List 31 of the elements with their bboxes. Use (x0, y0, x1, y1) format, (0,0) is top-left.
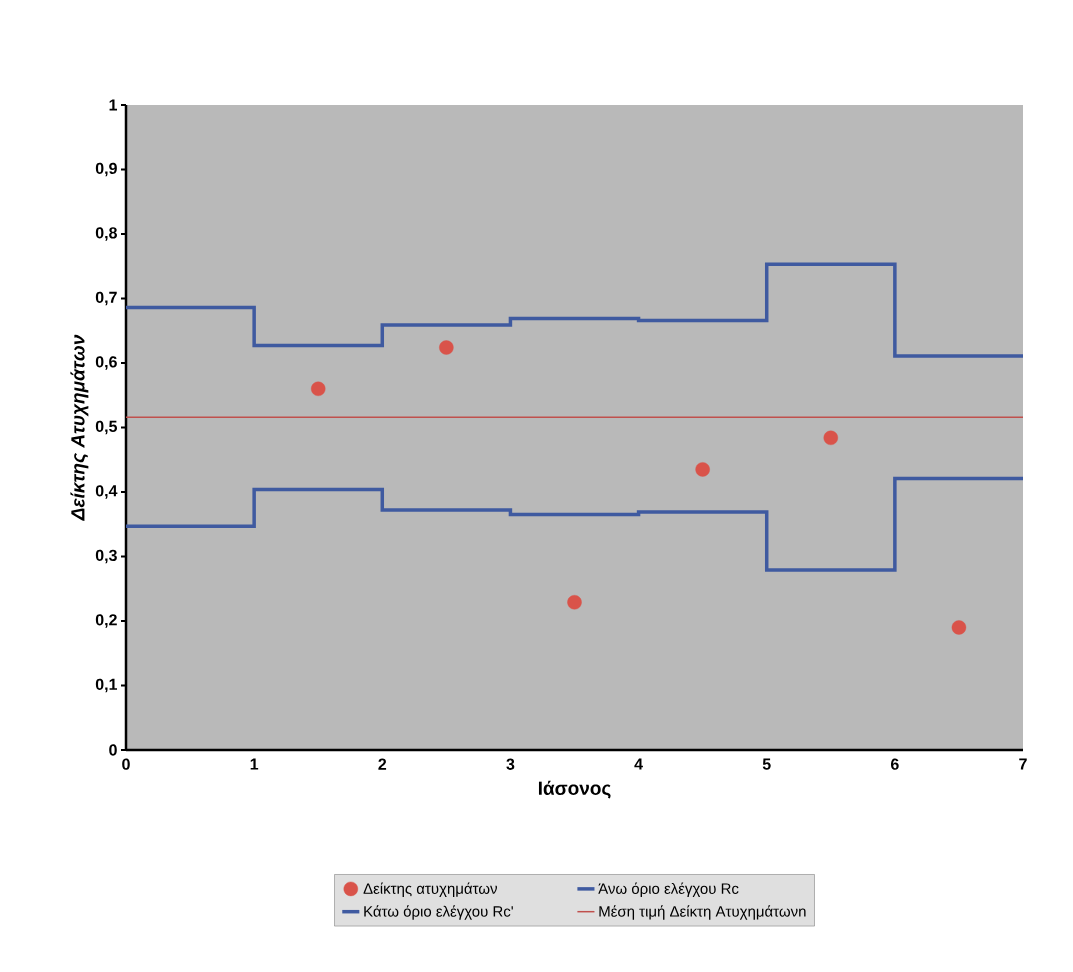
y-tick-label: 1 (109, 99, 118, 111)
x-tick-label: 4 (634, 758, 643, 770)
legend-label: Κάτω όριο ελέγχου Rc' (364, 905, 513, 920)
x-tick-label: 5 (762, 758, 771, 770)
x-tick-label: 3 (506, 758, 515, 770)
y-tick-label: 0,5 (95, 420, 118, 435)
y-tick-label: 0 (109, 744, 117, 756)
point (695, 462, 710, 477)
x-axis-title: Ιάσονος (538, 780, 611, 799)
legend-label: Μέση τιμή Δείκτη Ατυχημάτωνn (599, 905, 806, 920)
y-tick-label: 0,7 (95, 291, 117, 306)
y-tick-label: 0,6 (95, 356, 117, 370)
y-axis-title: Δείκτης Ατυχημάτων (70, 334, 89, 521)
x-tick-label: 0 (122, 758, 130, 770)
y-tick-label: 0,8 (95, 227, 117, 241)
x-tick-label: 6 (890, 758, 899, 770)
point (311, 381, 326, 396)
y-tick-label: 0,3 (95, 549, 117, 564)
legend-label: Δείκτης ατυχημάτων (363, 882, 497, 897)
y-tick-label: 0,2 (95, 614, 117, 628)
legend-label: Άνω όριο ελέγχου Rc (598, 882, 739, 897)
point (951, 620, 967, 635)
x-tick-label: 1 (250, 758, 259, 770)
y-tick-label: 0,4 (95, 485, 118, 499)
point (439, 340, 454, 355)
y-tick-label: 0,9 (95, 162, 117, 177)
x-tick-label: 2 (378, 758, 387, 770)
x-tick-label: 7 (1019, 758, 1027, 770)
point (567, 595, 582, 610)
y-tick-label: 0,1 (95, 678, 118, 693)
point (823, 430, 838, 446)
